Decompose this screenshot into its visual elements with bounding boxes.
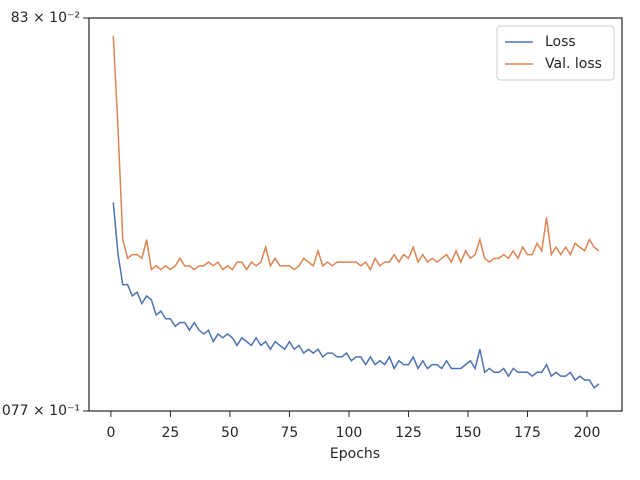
legend-box — [496, 25, 615, 81]
x-tick-label: 100 — [336, 425, 363, 441]
series-line — [112, 35, 600, 272]
x-tick-label: 175 — [514, 425, 541, 441]
x-tick-label: 0 — [106, 425, 115, 441]
x-tick-label: 125 — [395, 425, 422, 441]
y-tick-label: 83 × 10⁻² — [11, 10, 80, 26]
series-line — [112, 202, 600, 389]
x-tick-label: 75 — [281, 425, 299, 441]
x-tick-label: 200 — [574, 425, 601, 441]
plot-frame — [88, 17, 623, 412]
legend-label: Val. loss — [545, 56, 602, 72]
x-tick-label: 50 — [221, 425, 239, 441]
x-tick-label: 150 — [455, 425, 482, 441]
x-tick-label: 25 — [161, 425, 179, 441]
x-axis-label: Epochs — [330, 446, 380, 462]
y-tick-label: 077 × 10⁻¹ — [2, 403, 80, 419]
legend-label: Loss — [545, 34, 576, 50]
